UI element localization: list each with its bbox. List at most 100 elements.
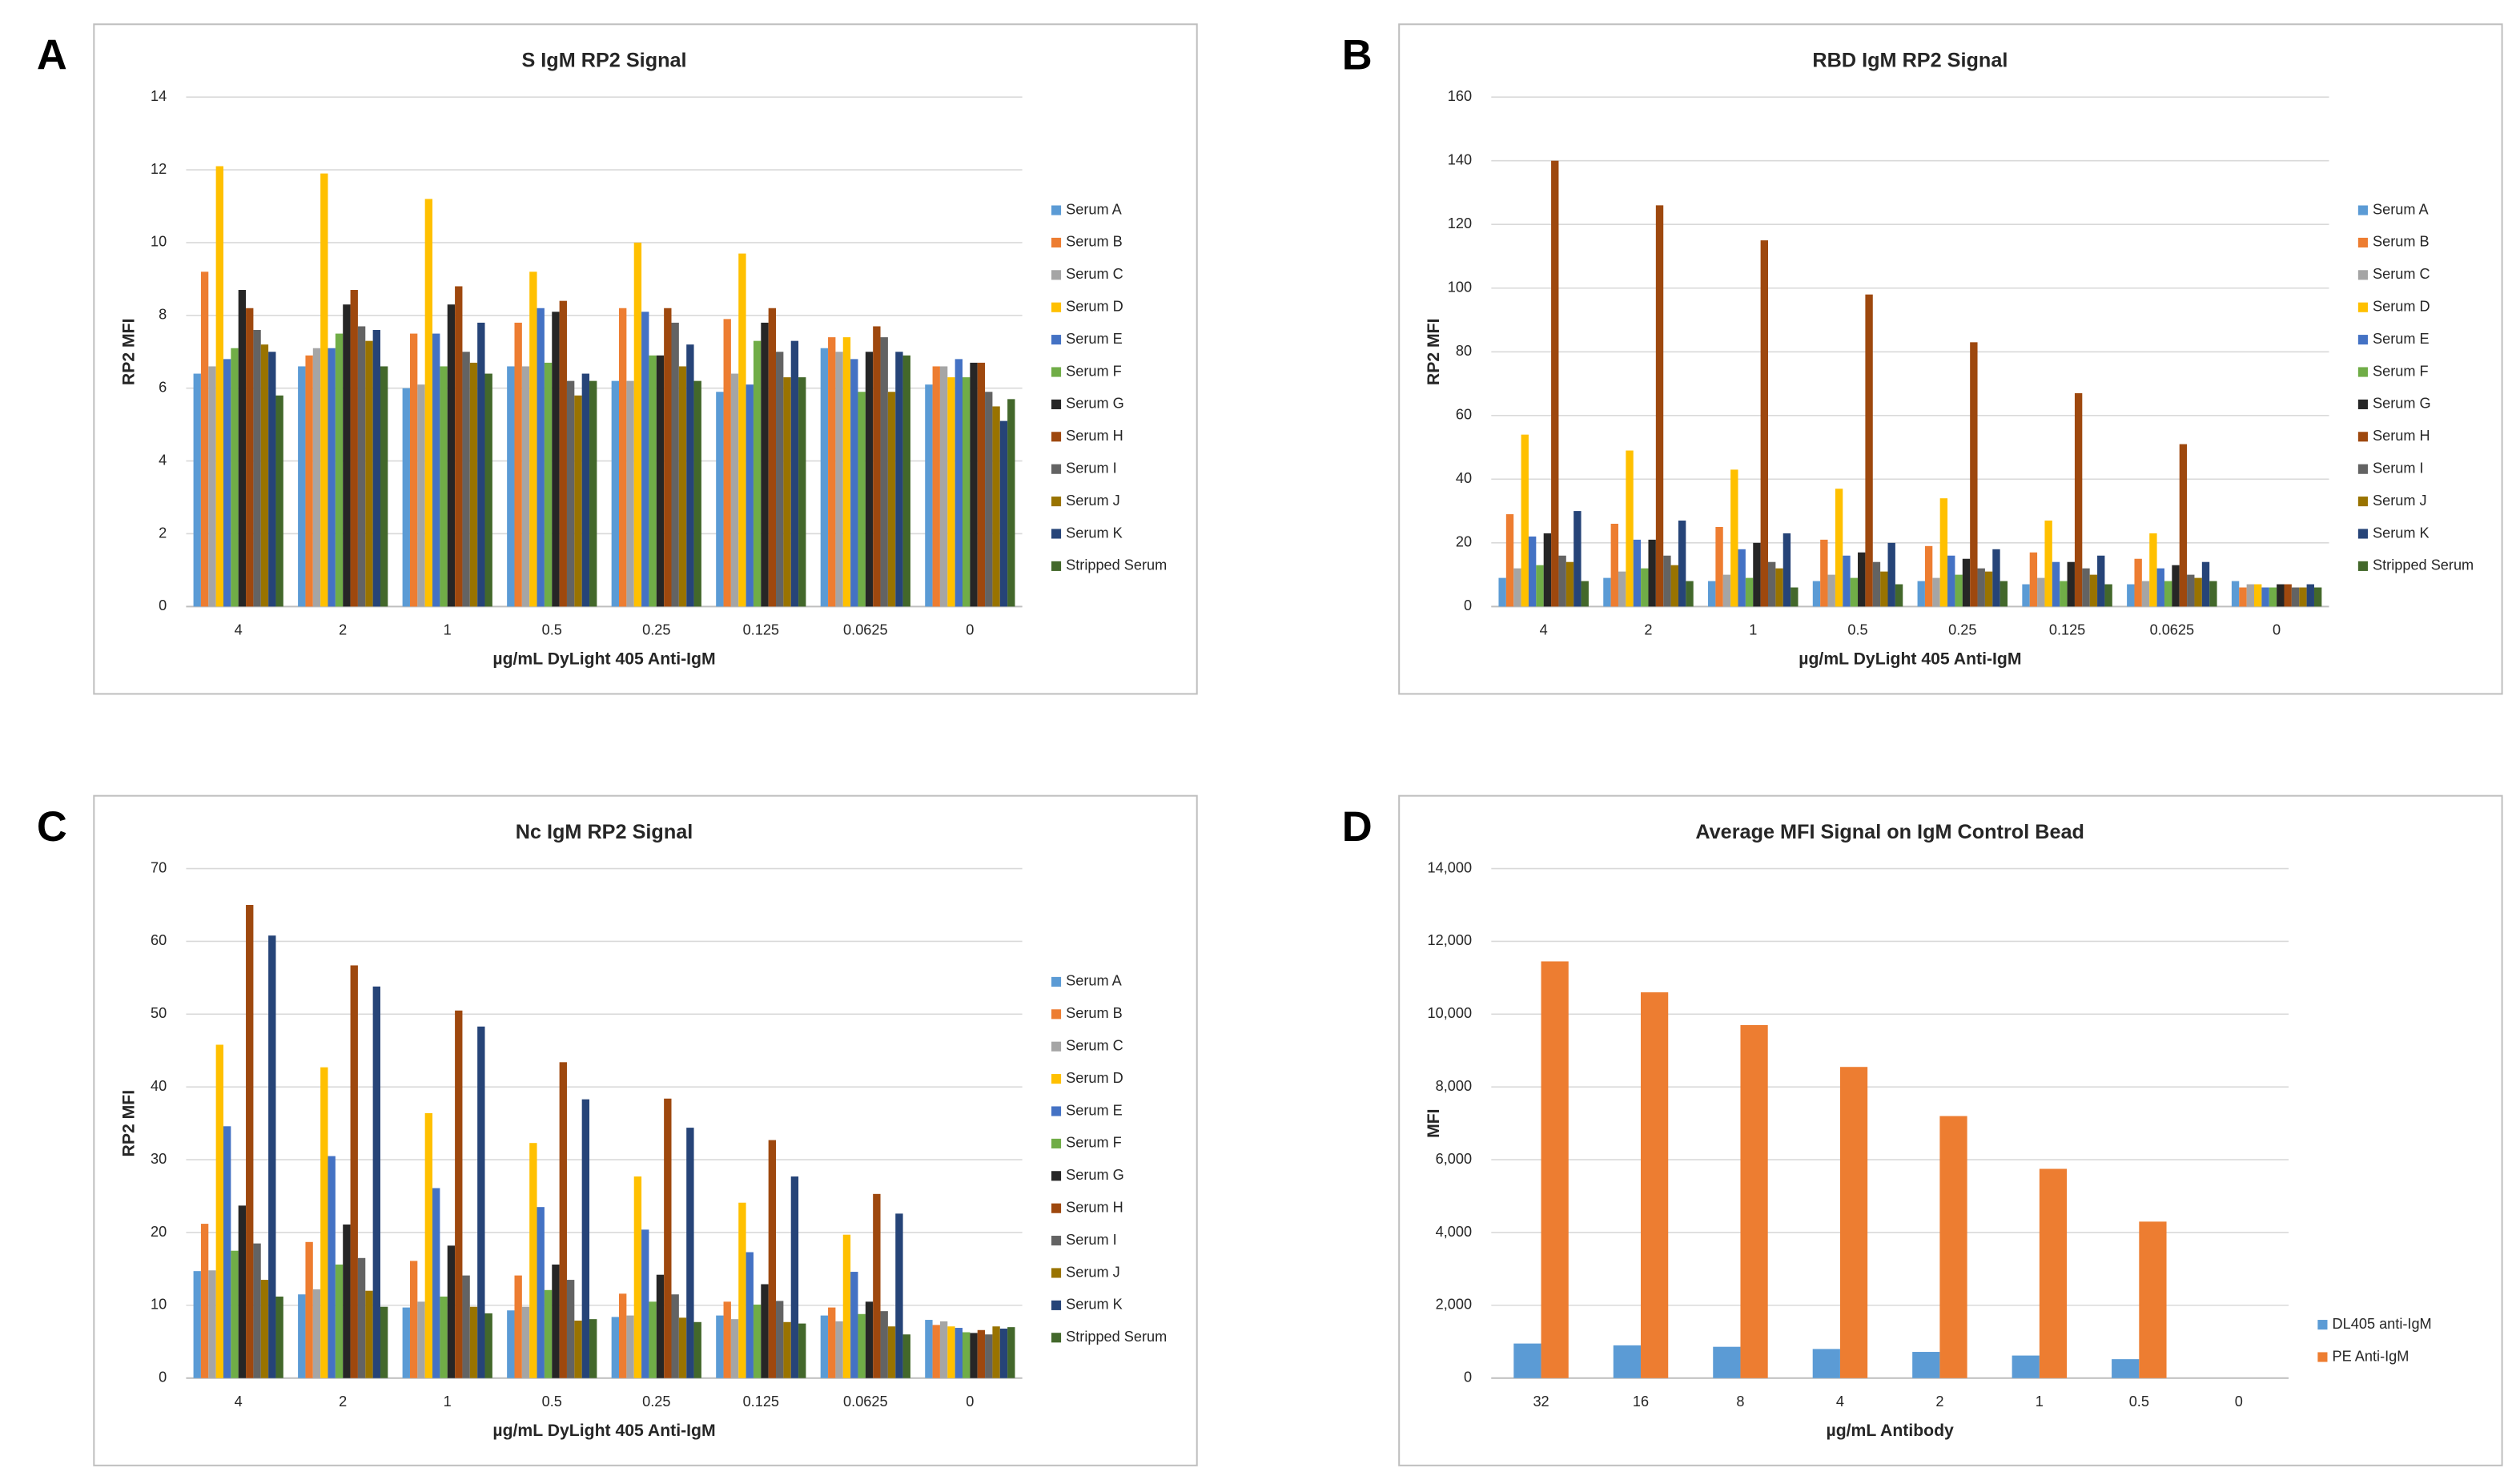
bar <box>1521 434 1529 607</box>
bar <box>566 1280 575 1378</box>
bar <box>1708 581 1716 607</box>
bar <box>887 392 896 607</box>
bar <box>999 1328 1008 1378</box>
bar <box>2284 584 2292 607</box>
bar <box>365 1290 373 1378</box>
bar <box>544 362 553 607</box>
bar <box>2022 584 2030 607</box>
bar <box>2261 587 2269 607</box>
bar <box>1955 574 1963 607</box>
legend-label: Serum D <box>1066 299 1123 315</box>
bar <box>873 1193 881 1378</box>
bar <box>970 362 978 607</box>
legend-swatch <box>1051 1041 1062 1052</box>
bar <box>1541 961 1569 1378</box>
bar <box>2201 561 2210 607</box>
legend-label: Serum F <box>2373 363 2429 379</box>
bar <box>649 355 657 607</box>
y-axis-title: MFI <box>1425 1108 1443 1137</box>
bar <box>268 935 276 1378</box>
bar <box>1947 555 1955 607</box>
bar <box>298 1294 306 1378</box>
legend-label: Serum H <box>1066 1199 1123 1215</box>
bar <box>738 1202 746 1378</box>
bar <box>231 1250 239 1378</box>
bar <box>798 1323 806 1378</box>
x-tick-label: 2 <box>1644 621 1652 637</box>
bar <box>947 1326 955 1378</box>
bar <box>626 1315 634 1378</box>
y-tick-label: 6,000 <box>1436 1151 1472 1167</box>
bar <box>753 1304 762 1378</box>
chart-title: S IgM RP2 Signal <box>521 49 686 71</box>
bar <box>999 420 1008 607</box>
y-tick-label: 8,000 <box>1436 1078 1472 1094</box>
bar <box>380 1306 388 1378</box>
bar <box>939 1321 948 1378</box>
bar <box>858 392 866 607</box>
bar <box>761 322 769 607</box>
bar <box>2187 574 2195 607</box>
bar <box>656 355 665 607</box>
bar <box>776 1301 784 1378</box>
x-tick-label: 1 <box>444 1394 452 1410</box>
bar <box>372 986 380 1378</box>
y-tick-label: 0 <box>159 597 167 613</box>
bar <box>357 1257 366 1378</box>
bar <box>790 340 799 607</box>
bar <box>1924 545 1933 607</box>
bar <box>1686 581 1694 607</box>
bar <box>231 348 239 607</box>
legend-label: Serum E <box>1066 1102 1123 1118</box>
bar <box>1713 1346 1741 1378</box>
bar <box>716 1315 724 1378</box>
bar <box>1835 489 1843 607</box>
bar <box>1791 587 1799 607</box>
bar <box>1543 533 1552 607</box>
x-tick-label: 4 <box>235 1394 243 1410</box>
bar <box>298 366 306 607</box>
bar <box>1730 469 1738 607</box>
bar <box>357 326 366 607</box>
bar <box>432 333 440 607</box>
legend-label: Serum B <box>2373 234 2430 250</box>
x-tick-label: 8 <box>1736 1394 1744 1410</box>
bar <box>440 366 448 607</box>
bar <box>820 348 829 607</box>
bar <box>2277 584 2285 607</box>
bar <box>1558 555 1566 607</box>
bar <box>215 1044 223 1378</box>
bar <box>469 1306 478 1378</box>
bar <box>1626 450 1634 607</box>
y-tick-label: 10 <box>151 1297 167 1313</box>
bar <box>469 362 478 607</box>
bar <box>402 1307 410 1378</box>
legend-swatch <box>1051 976 1062 987</box>
x-tick-label: 0 <box>2235 1394 2243 1410</box>
bar <box>447 304 456 607</box>
bar <box>552 312 560 607</box>
y-tick-label: 100 <box>1448 280 1472 296</box>
bar <box>208 366 216 607</box>
legend-label: Serum H <box>2373 428 2430 444</box>
y-tick-label: 40 <box>151 1078 167 1094</box>
legend-label: Serum E <box>1066 331 1123 347</box>
bar <box>1007 1327 1015 1378</box>
bar <box>828 337 836 607</box>
bar <box>1715 526 1723 607</box>
bar <box>574 395 582 607</box>
x-tick-label: 0 <box>2273 621 2281 637</box>
x-tick-label: 2 <box>339 1394 347 1410</box>
x-tick-label: 0.25 <box>642 1394 670 1410</box>
bar <box>1992 549 2000 607</box>
legend-label: Stripped Serum <box>2373 557 2474 573</box>
bar <box>1962 558 1971 607</box>
bar <box>887 1326 896 1378</box>
bar <box>424 1112 433 1378</box>
y-tick-label: 8 <box>159 307 167 323</box>
bar <box>1603 577 1611 607</box>
bar <box>1939 498 1948 607</box>
bar <box>328 1156 336 1378</box>
bar <box>537 1207 545 1378</box>
bar <box>835 352 843 607</box>
